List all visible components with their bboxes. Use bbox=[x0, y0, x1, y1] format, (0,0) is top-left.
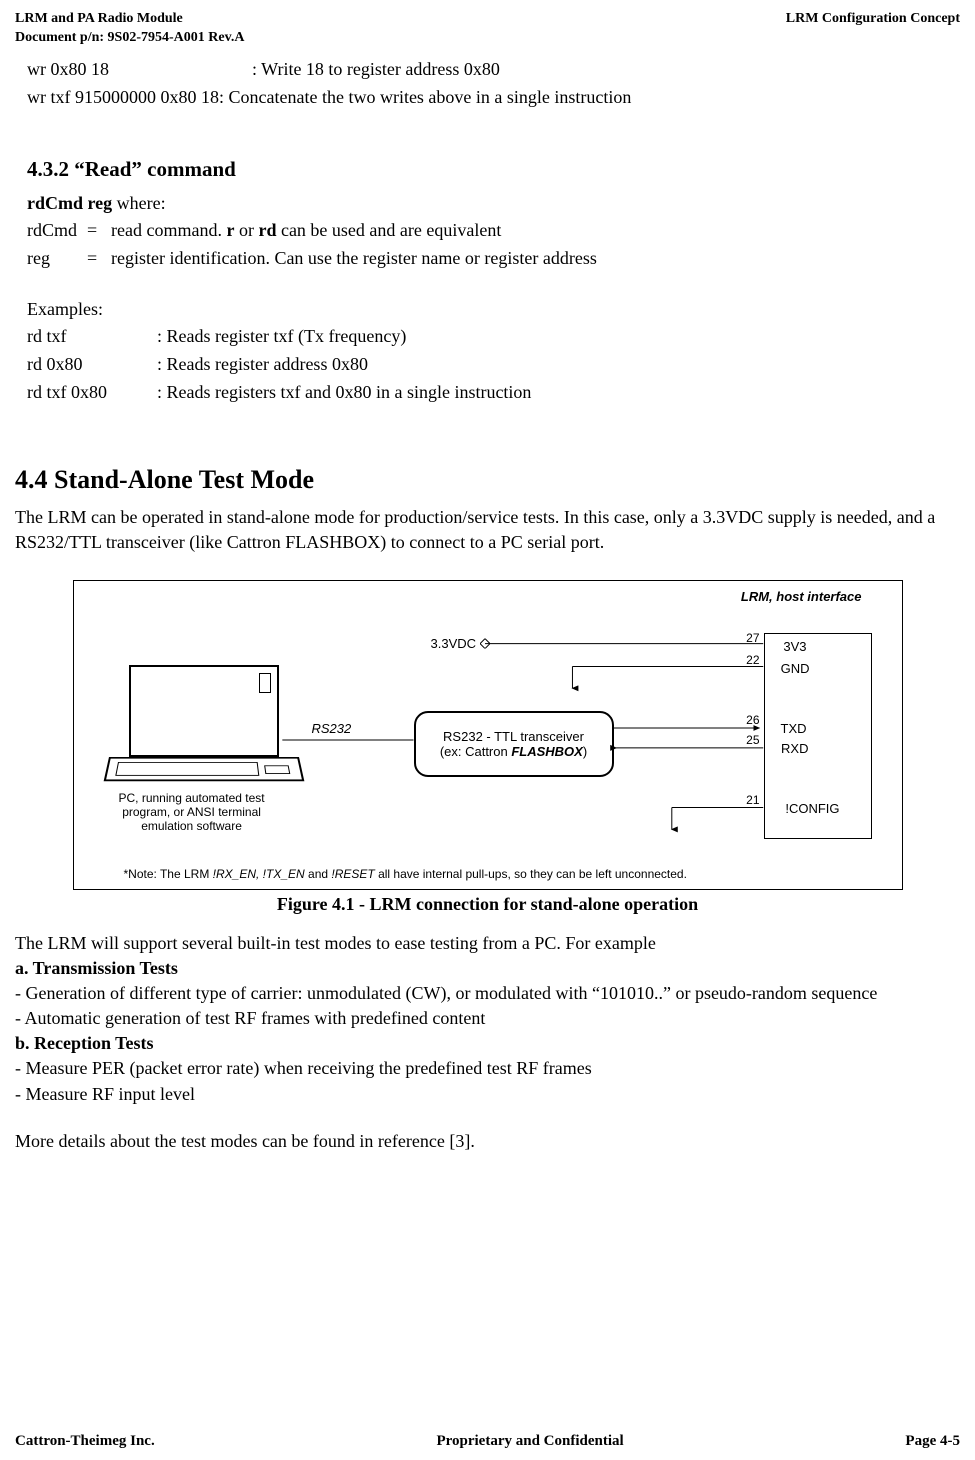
pin-num-26: 26 bbox=[746, 713, 759, 727]
read-syntax-cmd: rdCmd reg bbox=[27, 193, 112, 213]
def-row-0-v-pre: read command. bbox=[111, 220, 226, 240]
pin-3v3: 3V3 bbox=[783, 639, 806, 654]
body: wr 0x80 18 : Write 18 to register addres… bbox=[15, 56, 960, 407]
ex-row-1-c1: rd 0x80 bbox=[27, 351, 157, 379]
footer-right: Page 4-5 bbox=[905, 1433, 960, 1450]
trans-l1: RS232 - TTL transceiver bbox=[443, 729, 584, 744]
def-row-0-eq: = bbox=[87, 217, 111, 245]
trans-l2-post: ) bbox=[583, 744, 587, 759]
ex-row-1: rd 0x80 : Reads register address 0x80 bbox=[27, 351, 960, 379]
pin-num-27: 27 bbox=[746, 631, 759, 645]
pc-caption: PC, running automated test program, or A… bbox=[119, 791, 265, 834]
intro-row-1: wr txf 915000000 0x80 18: Concatenate th… bbox=[27, 84, 960, 111]
fig-footnote-i2: !RESET bbox=[331, 867, 374, 881]
ex-row-0-c2: : Reads register txf (Tx frequency) bbox=[157, 323, 960, 351]
ex-row-2: rd txf 0x80 : Reads registers txf and 0x… bbox=[27, 379, 960, 407]
def-row-0-v-mid: or bbox=[234, 220, 258, 240]
page-footer: Cattron-Theimeg Inc. Proprietary and Con… bbox=[15, 1433, 960, 1450]
after-fig-b2: - Measure RF input level bbox=[15, 1082, 960, 1107]
pin-rxd: RXD bbox=[781, 741, 808, 756]
fig-footnote-pre: *Note: The LRM bbox=[124, 867, 213, 881]
figure-4-1: LRM, host interface 3V3 GND TXD RXD !CON… bbox=[73, 580, 903, 925]
pc-screen-icon bbox=[129, 665, 279, 757]
intro-row-1-c1: wr txf 915000000 0x80 18 bbox=[27, 87, 219, 107]
ex-row-2-c2: : Reads registers txf and 0x80 in a sing… bbox=[157, 379, 960, 407]
header-right: LRM Configuration Concept bbox=[786, 10, 960, 48]
fig-title: LRM, host interface bbox=[741, 589, 862, 604]
trans-l2: (ex: Cattron FLASHBOX) bbox=[440, 744, 587, 759]
def-row-0-v-post: can be used and are equivalent bbox=[276, 220, 501, 240]
after-fig-p1: The LRM will support several built-in te… bbox=[15, 931, 960, 956]
figure-caption: Figure 4.1 - LRM connection for stand-al… bbox=[73, 894, 903, 915]
def-row-0-v-b2: rd bbox=[258, 220, 276, 240]
after-fig-b-head-text: b. Reception Tests bbox=[15, 1033, 154, 1053]
def-row-0-v: read command. r or rd can be used and ar… bbox=[111, 217, 960, 245]
pin-num-21: 21 bbox=[746, 793, 759, 807]
pin-txd: TXD bbox=[781, 721, 807, 736]
def-row-1-k: reg bbox=[27, 245, 87, 273]
pc-icon bbox=[129, 665, 279, 785]
ex-row-2-c1: rd txf 0x80 bbox=[27, 379, 157, 407]
fig-footnote: *Note: The LRM !RX_EN, !TX_EN and !RESET… bbox=[124, 867, 687, 881]
header-left-line1: LRM and PA Radio Module bbox=[15, 11, 183, 26]
ex-row-0: rd txf : Reads register txf (Tx frequenc… bbox=[27, 323, 960, 351]
intro-row-1-c2: : Concatenate the two writes above in a … bbox=[219, 87, 631, 107]
ex-row-0-c1: rd txf bbox=[27, 323, 157, 351]
pin-num-25: 25 bbox=[746, 733, 759, 747]
pin-config: !CONFIG bbox=[785, 801, 839, 816]
intro-row-0-c2: : Write 18 to register address 0x80 bbox=[252, 56, 960, 84]
after-fig-a-head-text: a. Transmission Tests bbox=[15, 958, 178, 978]
pc-caption-l1: PC, running automated test bbox=[119, 791, 265, 805]
footer-left: Cattron-Theimeg Inc. bbox=[15, 1433, 155, 1450]
read-syntax: rdCmd reg where: bbox=[27, 190, 960, 217]
def-row-0-k: rdCmd bbox=[27, 217, 87, 245]
pc-caption-l2: program, or ANSI terminal bbox=[122, 805, 261, 819]
def-row-1: reg = register identification. Can use t… bbox=[27, 245, 960, 273]
para-44: The LRM can be operated in stand-alone m… bbox=[15, 505, 960, 555]
lbl-rs232: RS232 bbox=[312, 721, 352, 736]
def-row-1-eq: = bbox=[87, 245, 111, 273]
heading-4-3-2: 4.3.2 “Read” command bbox=[27, 157, 960, 182]
after-fig-a1: - Generation of different type of carrie… bbox=[15, 981, 960, 1006]
after-fig-more: More details about the test modes can be… bbox=[15, 1129, 960, 1154]
ex-row-1-c2: : Reads register address 0x80 bbox=[157, 351, 960, 379]
after-fig-a2: - Automatic generation of test RF frames… bbox=[15, 1006, 960, 1031]
header-left-line2: Document p/n: 9S02-7954-A001 Rev.A bbox=[15, 30, 244, 45]
read-syntax-where: where: bbox=[112, 193, 165, 213]
after-fig-b1: - Measure PER (packet error rate) when r… bbox=[15, 1056, 960, 1081]
fig-footnote-i1: !RX_EN, !TX_EN bbox=[213, 867, 305, 881]
after-fig-b-head: b. Reception Tests bbox=[15, 1031, 960, 1056]
def-row-0: rdCmd = read command. r or rd can be use… bbox=[27, 217, 960, 245]
page-header: LRM and PA Radio Module Document p/n: 9S… bbox=[15, 10, 960, 48]
transceiver-box: RS232 - TTL transceiver (ex: Cattron FLA… bbox=[414, 711, 614, 777]
fig-footnote-post: all have internal pull-ups, so they can … bbox=[375, 867, 687, 881]
fig-footnote-mid: and bbox=[305, 867, 332, 881]
footer-center: Proprietary and Confidential bbox=[436, 1433, 623, 1450]
examples-label: Examples: bbox=[27, 296, 960, 323]
def-row-1-v: register identification. Can use the reg… bbox=[111, 245, 960, 273]
trans-l2-pre: (ex: Cattron bbox=[440, 744, 512, 759]
pc-keyboard-icon bbox=[103, 757, 304, 781]
intro-row-0: wr 0x80 18 : Write 18 to register addres… bbox=[27, 56, 960, 84]
pc-caption-l3: emulation software bbox=[141, 819, 242, 833]
figure-frame: LRM, host interface 3V3 GND TXD RXD !CON… bbox=[73, 580, 903, 890]
trans-l2-bold: FLASHBOX bbox=[511, 744, 583, 759]
lbl-3v3dc: 3.3VDC bbox=[431, 636, 477, 651]
heading-4-4: 4.4 Stand-Alone Test Mode bbox=[15, 465, 960, 495]
header-left: LRM and PA Radio Module Document p/n: 9S… bbox=[15, 10, 244, 48]
after-fig-a-head: a. Transmission Tests bbox=[15, 956, 960, 981]
intro-row-0-c1: wr 0x80 18 bbox=[27, 56, 252, 84]
pin-gnd: GND bbox=[781, 661, 810, 676]
pin-num-22: 22 bbox=[746, 653, 759, 667]
